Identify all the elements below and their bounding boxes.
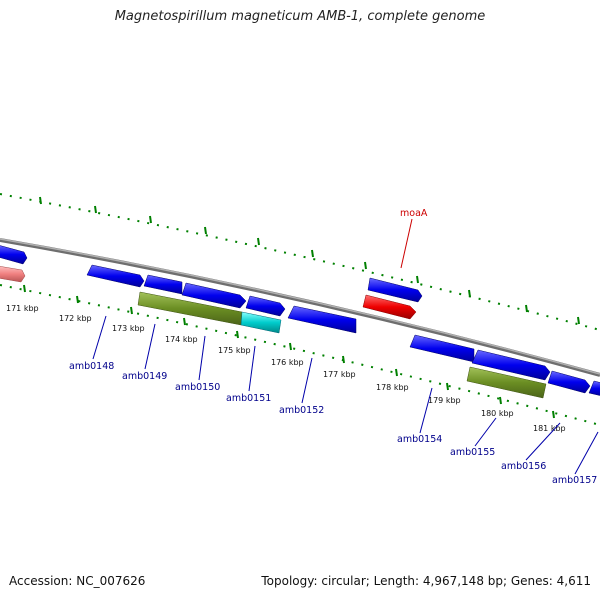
- inner-scale-major-ticks: [23, 284, 555, 419]
- gene-arrow-amb0150[interactable]: [143, 274, 183, 295]
- gene-arrow-amb0157[interactable]: [588, 380, 600, 396]
- inner-scale-track: [0, 284, 600, 426]
- gene-box-cyan[interactable]: [240, 311, 282, 334]
- middle-gene-row: [0, 264, 600, 396]
- feature-label-moaA[interactable]: moaA: [400, 208, 428, 219]
- leader-lines: [92, 218, 599, 475]
- gene-arrow-amb0156[interactable]: [547, 370, 591, 394]
- gene-label[interactable]: amb0157: [552, 475, 597, 486]
- gene-arrow-pink[interactable]: [0, 266, 26, 283]
- accession-text: Accession: NC_007626: [9, 574, 146, 588]
- genome-summary-text: Topology: circular; Length: 4,967,148 bp…: [261, 574, 591, 588]
- gene-arrow-amb0148[interactable]: [86, 264, 145, 288]
- gene-label[interactable]: amb0149: [122, 371, 167, 382]
- gene-arrow-moaA-red[interactable]: [362, 294, 417, 320]
- gene-label[interactable]: amb0154: [397, 434, 442, 445]
- scale-label: 173 kbp: [112, 324, 145, 333]
- outer-scale-major-ticks: [39, 196, 580, 325]
- gene-label[interactable]: amb0151: [226, 393, 271, 404]
- scale-label: 174 kbp: [165, 335, 198, 344]
- gene-box-olive[interactable]: [466, 366, 547, 399]
- scale-label: 172 kbp: [59, 314, 92, 323]
- gene-arrow-moaA[interactable]: [367, 277, 423, 303]
- gene-label[interactable]: amb0155: [450, 447, 495, 458]
- gene-label[interactable]: amb0150: [175, 382, 220, 393]
- scale-label: 171 kbp: [6, 304, 39, 313]
- scale-label: 175 kbp: [218, 346, 251, 355]
- scale-label: 179 kbp: [428, 396, 461, 405]
- scale-label: 177 kbp: [323, 370, 356, 379]
- gene-labels: amb0148 amb0149 amb0150 amb0151 amb0152 …: [69, 208, 597, 486]
- gene-label[interactable]: amb0152: [279, 405, 324, 416]
- genome-backbone: [0, 238, 600, 377]
- gene-arrow[interactable]: [0, 245, 28, 265]
- gene-label[interactable]: amb0148: [69, 361, 114, 372]
- gene-label[interactable]: amb0156: [501, 461, 546, 472]
- map-title: Magnetospirillum magneticum AMB-1, compl…: [114, 9, 486, 24]
- gene-arrow-amb0150b[interactable]: [181, 282, 247, 309]
- scale-label: 178 kbp: [376, 383, 409, 392]
- upper-gene-row: [0, 245, 423, 303]
- scale-label: 180 kbp: [481, 409, 514, 418]
- scale-labels: 171 kbp 172 kbp 173 kbp 174 kbp 175 kbp …: [6, 304, 566, 433]
- gene-arrow-amb0155[interactable]: [471, 349, 551, 381]
- scale-label: 181 kbp: [533, 424, 566, 433]
- scale-label: 176 kbp: [271, 358, 304, 367]
- gene-arrow-amb0152[interactable]: [287, 305, 357, 334]
- lower-gene-row: [137, 291, 547, 399]
- gene-arrow-amb0151[interactable]: [245, 295, 286, 317]
